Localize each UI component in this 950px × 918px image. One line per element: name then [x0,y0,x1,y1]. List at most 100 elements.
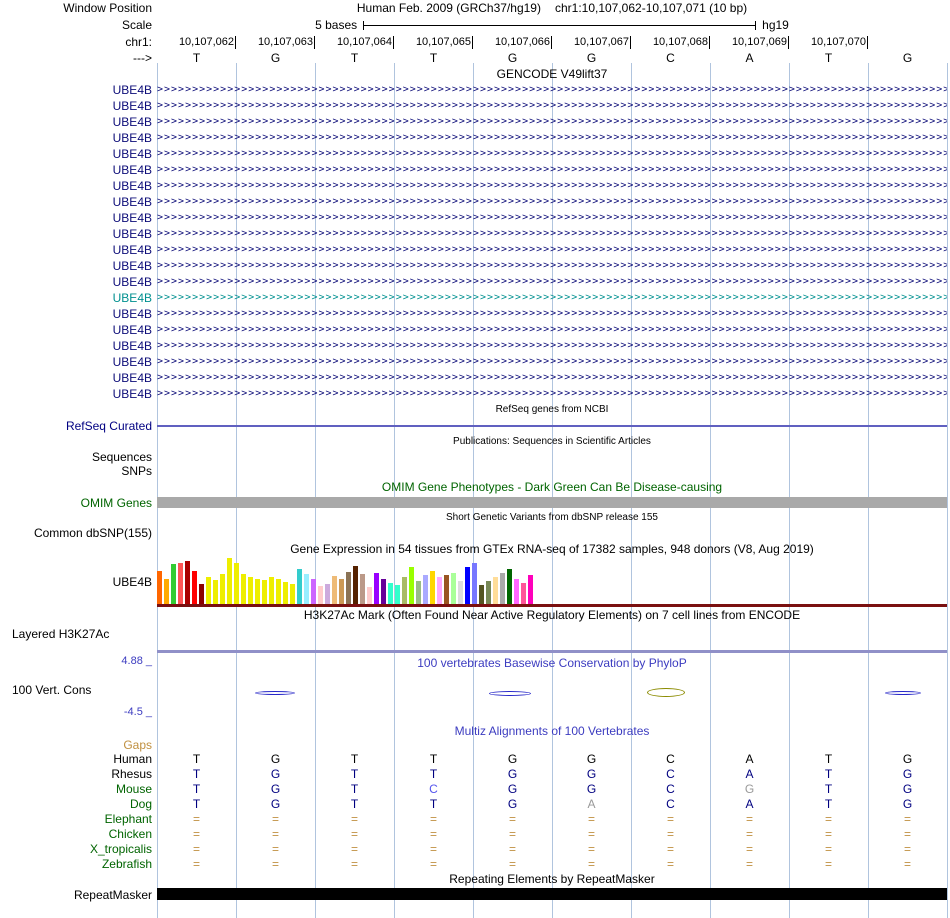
gene-label[interactable]: UBE4B [112,275,152,289]
gtex-tissue-bar[interactable] [444,575,449,604]
gtex-tissue-bar[interactable] [255,579,260,604]
gtex-tissue-bar[interactable] [318,586,323,604]
gene-intron-arrows[interactable]: >>>>>>>>>>>>>>>>>>>>>>>>>>>>>>>>>>>>>>>>… [157,244,947,255]
gene-intron-arrows[interactable]: >>>>>>>>>>>>>>>>>>>>>>>>>>>>>>>>>>>>>>>>… [157,292,947,303]
species-label[interactable]: Zebrafish [101,857,152,871]
gtex-tissue-bar[interactable] [381,579,386,604]
gene-intron-arrows[interactable]: >>>>>>>>>>>>>>>>>>>>>>>>>>>>>>>>>>>>>>>>… [157,388,947,399]
gene-intron-arrows[interactable]: >>>>>>>>>>>>>>>>>>>>>>>>>>>>>>>>>>>>>>>>… [157,100,947,111]
gene-intron-arrows[interactable]: >>>>>>>>>>>>>>>>>>>>>>>>>>>>>>>>>>>>>>>>… [157,228,947,239]
gene-label[interactable]: UBE4B [112,147,152,161]
gtex-tissue-bar[interactable] [227,558,232,604]
omim-genes-label[interactable]: OMIM Genes [80,496,152,510]
gene-intron-arrows[interactable]: >>>>>>>>>>>>>>>>>>>>>>>>>>>>>>>>>>>>>>>>… [157,196,947,207]
gtex-tissue-bar[interactable] [402,577,407,604]
gene-intron-arrows[interactable]: >>>>>>>>>>>>>>>>>>>>>>>>>>>>>>>>>>>>>>>>… [157,276,947,287]
gtex-tissue-bar[interactable] [311,579,316,604]
gtex-tissue-bar[interactable] [437,577,442,604]
species-label[interactable]: Chicken [108,827,152,841]
gtex-tissue-bar[interactable] [465,567,470,604]
gtex-tissue-bar[interactable] [423,575,428,604]
gtex-tissue-bar[interactable] [178,563,183,604]
gtex-tissue-bar[interactable] [213,580,218,604]
gtex-tissue-bar[interactable] [269,577,274,604]
gtex-tissue-bar[interactable] [164,579,169,604]
gtex-tissue-bar[interactable] [353,566,358,604]
gene-intron-arrows[interactable]: >>>>>>>>>>>>>>>>>>>>>>>>>>>>>>>>>>>>>>>>… [157,308,947,319]
gtex-tissue-bar[interactable] [472,563,477,604]
gtex-tissue-bar[interactable] [528,575,533,604]
gene-intron-arrows[interactable]: >>>>>>>>>>>>>>>>>>>>>>>>>>>>>>>>>>>>>>>>… [157,180,947,191]
species-label[interactable]: Dog [129,797,152,811]
gtex-tissue-bar[interactable] [374,573,379,604]
refseq-gene-line[interactable] [157,425,947,427]
gtex-tissue-bar[interactable] [220,574,225,604]
gtex-tissue-bar[interactable] [360,574,365,604]
gene-label[interactable]: UBE4B [112,291,152,305]
gtex-tissue-bar[interactable] [325,584,330,604]
gtex-tissue-bar[interactable] [458,581,463,604]
gtex-tissue-bar[interactable] [171,564,176,604]
gtex-tissue-bar[interactable] [339,579,344,604]
gtex-tissue-bar[interactable] [507,569,512,604]
gene-intron-arrows[interactable]: >>>>>>>>>>>>>>>>>>>>>>>>>>>>>>>>>>>>>>>>… [157,260,947,271]
gtex-tissue-bar[interactable] [346,572,351,604]
gene-label[interactable]: UBE4B [112,227,152,241]
gene-intron-arrows[interactable]: >>>>>>>>>>>>>>>>>>>>>>>>>>>>>>>>>>>>>>>>… [157,164,947,175]
species-label[interactable]: Human [113,752,152,766]
gtex-tissue-bar[interactable] [304,574,309,604]
species-label[interactable]: Elephant [104,812,152,826]
gtex-tissue-bar[interactable] [241,574,246,604]
gene-label[interactable]: UBE4B [112,99,152,113]
dbsnp-label[interactable]: Common dbSNP(155) [33,526,152,540]
gtex-tissue-bar[interactable] [290,584,295,604]
gtex-tissue-bar[interactable] [297,569,302,604]
gtex-tissue-bar[interactable] [521,583,526,604]
gtex-tissue-bar[interactable] [451,573,456,604]
gene-label[interactable]: UBE4B [112,339,152,353]
gene-intron-arrows[interactable]: >>>>>>>>>>>>>>>>>>>>>>>>>>>>>>>>>>>>>>>>… [157,84,947,95]
gene-intron-arrows[interactable]: >>>>>>>>>>>>>>>>>>>>>>>>>>>>>>>>>>>>>>>>… [157,356,947,367]
gtex-tissue-bar[interactable] [234,563,239,604]
gtex-tissue-bar[interactable] [199,584,204,604]
gtex-tissue-bar[interactable] [192,571,197,604]
gtex-tissue-bar[interactable] [514,579,519,604]
gene-label[interactable]: UBE4B [112,259,152,273]
species-label[interactable]: X_tropicalis [89,842,152,856]
gtex-tissue-bar[interactable] [430,571,435,604]
gene-label[interactable]: UBE4B [112,307,152,321]
h3k27ac-label[interactable]: Layered H3K27Ac [12,627,110,641]
gene-intron-arrows[interactable]: >>>>>>>>>>>>>>>>>>>>>>>>>>>>>>>>>>>>>>>>… [157,340,947,351]
species-label[interactable]: Mouse [115,782,152,796]
gene-intron-arrows[interactable]: >>>>>>>>>>>>>>>>>>>>>>>>>>>>>>>>>>>>>>>>… [157,372,947,383]
repeatmasker-label[interactable]: RepeatMasker [73,888,152,902]
gene-label[interactable]: UBE4B [112,243,152,257]
gtex-tissue-bar[interactable] [416,581,421,604]
gene-label[interactable]: UBE4B [112,371,152,385]
gtex-tissue-bar[interactable] [500,573,505,604]
gtex-tissue-bar[interactable] [493,577,498,604]
snps-label[interactable]: SNPs [121,464,152,478]
gtex-tissue-bar[interactable] [248,577,253,604]
gtex-tissue-bar[interactable] [409,567,414,604]
gene-label[interactable]: UBE4B [112,131,152,145]
omim-gene-bar[interactable] [157,497,947,508]
gene-intron-arrows[interactable]: >>>>>>>>>>>>>>>>>>>>>>>>>>>>>>>>>>>>>>>>… [157,132,947,143]
gene-intron-arrows[interactable]: >>>>>>>>>>>>>>>>>>>>>>>>>>>>>>>>>>>>>>>>… [157,324,947,335]
species-label[interactable]: Rhesus [111,767,152,781]
gtex-tissue-bar[interactable] [157,571,162,604]
gtex-tissue-bar[interactable] [206,577,211,604]
gene-intron-arrows[interactable]: >>>>>>>>>>>>>>>>>>>>>>>>>>>>>>>>>>>>>>>>… [157,116,947,127]
gtex-tissue-bar[interactable] [283,582,288,604]
gene-label[interactable]: UBE4B [112,323,152,337]
gtex-tissue-bar[interactable] [367,587,372,604]
gene-intron-arrows[interactable]: >>>>>>>>>>>>>>>>>>>>>>>>>>>>>>>>>>>>>>>>… [157,148,947,159]
gene-label[interactable]: UBE4B [112,355,152,369]
gtex-tissue-bar[interactable] [185,561,190,604]
gene-label[interactable]: UBE4B [112,387,152,401]
gene-label[interactable]: UBE4B [112,83,152,97]
repeatmasker-bar[interactable] [157,888,947,900]
gtex-tissue-bar[interactable] [388,583,393,604]
conservation-label[interactable]: 100 Vert. Cons [12,683,92,697]
gene-label[interactable]: UBE4B [112,115,152,129]
